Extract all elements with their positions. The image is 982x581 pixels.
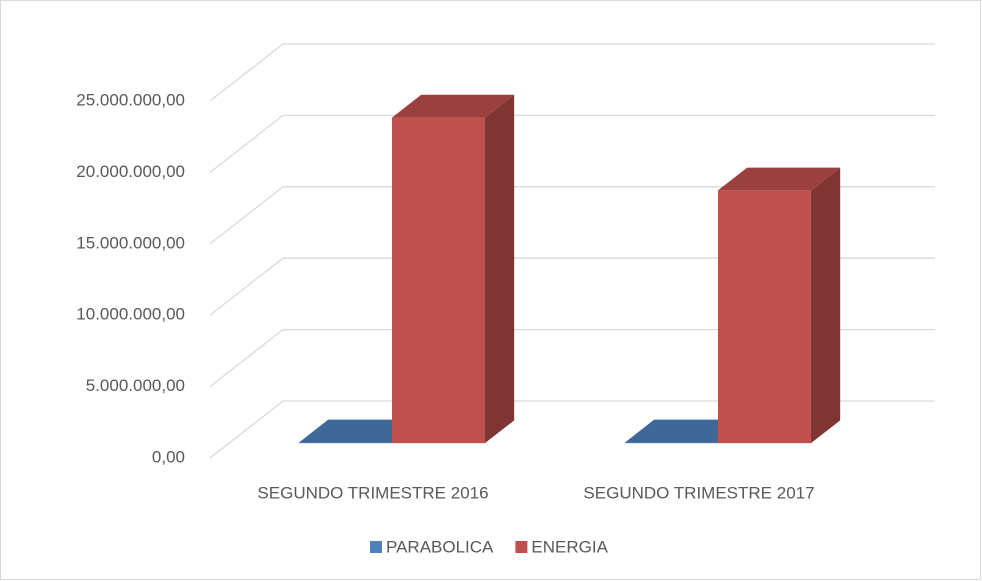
bar-front: [624, 442, 718, 444]
y-tick-label: 5.000.000,00: [86, 376, 185, 395]
legend-swatch: [515, 541, 528, 553]
legend-label: PARABOLICA: [386, 537, 494, 556]
y-tick-label: 15.000.000,00: [76, 233, 185, 252]
bar-top: [391, 94, 515, 118]
bar: [717, 167, 841, 444]
legend-label: ENERGIA: [531, 537, 608, 556]
bar: [391, 94, 515, 444]
grid-line: [209, 43, 935, 102]
y-tick-label: 20.000.000,00: [76, 162, 185, 181]
grid-line: [209, 257, 935, 316]
bar-top: [717, 167, 841, 191]
grid-line: [209, 328, 935, 388]
bar-front: [391, 117, 485, 444]
bar-top: [298, 419, 422, 443]
grid-line: [209, 114, 935, 173]
bar-side: [484, 94, 515, 444]
y-tick-label: 25.000.000,00: [76, 90, 185, 109]
bar-side: [810, 167, 841, 444]
legend-swatch: [370, 541, 382, 553]
y-tick-label: 0,00: [152, 447, 185, 466]
grid-line: [209, 400, 935, 459]
bar-front: [717, 190, 811, 444]
bar-front: [298, 442, 392, 444]
bar-top: [624, 419, 748, 443]
x-tick-label: SEGUNDO TRIMESTRE 2016: [257, 483, 488, 502]
y-tick-label: 10.000.000,00: [76, 305, 185, 324]
x-tick-label: SEGUNDO TRIMESTRE 2017: [583, 483, 814, 502]
grid-line: [209, 186, 935, 245]
